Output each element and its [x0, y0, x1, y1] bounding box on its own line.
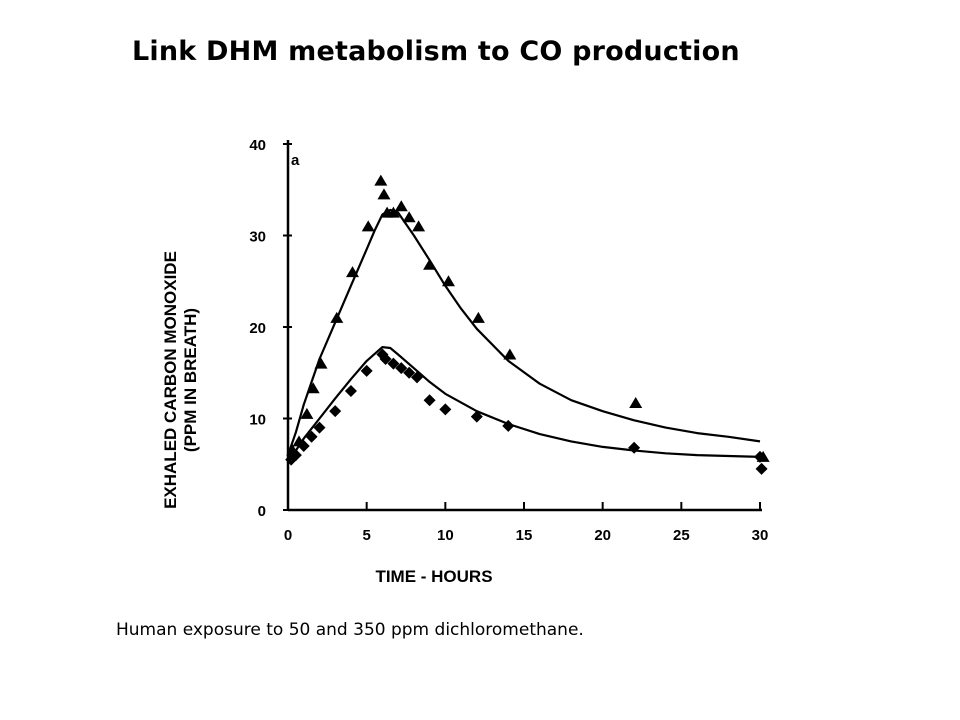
- diamond-point: [470, 410, 483, 423]
- diamond-point: [439, 403, 452, 416]
- diamond-point: [344, 385, 357, 398]
- diamond-point: [754, 450, 766, 463]
- diamond-point: [360, 364, 373, 377]
- y-tick-label: 20: [249, 320, 266, 337]
- diamond-point: [411, 371, 424, 384]
- x-axis-label: TIME - HOURS: [375, 567, 492, 586]
- diamond-point: [313, 421, 326, 434]
- chart-figure: 0 10 20 30 40 0 5 10 15 20 25 30 a TIME - HOURS EXH…: [142, 118, 782, 598]
- triangle-point: [441, 275, 455, 287]
- triangle-point: [306, 382, 320, 394]
- triangle-point: [394, 200, 408, 212]
- figure-caption: Human exposure to 50 and 350 ppm dichlor…: [116, 620, 584, 640]
- x-tick-label: 10: [437, 527, 454, 544]
- triangle-point: [402, 211, 416, 223]
- triangle-point: [386, 206, 400, 218]
- y-tick-label: 30: [249, 229, 266, 246]
- panel-label: a: [291, 152, 300, 169]
- diamond-point: [423, 394, 436, 407]
- x-tick-label: 5: [362, 527, 370, 544]
- triangle-point: [346, 266, 360, 278]
- triangle-point: [412, 220, 426, 232]
- figure-background: [142, 118, 782, 598]
- diamond-point: [329, 405, 342, 418]
- diamond-point: [755, 462, 768, 475]
- diamond-point: [502, 419, 515, 432]
- diamond-point: [289, 449, 302, 462]
- triangle-point: [374, 174, 388, 186]
- diamond-point: [403, 366, 416, 379]
- triangle-point: [503, 348, 517, 360]
- y-tick-label: 40: [249, 137, 266, 154]
- x-tick-label: 25: [673, 527, 690, 544]
- y-axis-label-line2: (PPM IN BREATH): [181, 308, 200, 452]
- diamond-point: [376, 348, 389, 361]
- y-tick-label: 0: [258, 503, 266, 520]
- triangle-point: [471, 311, 485, 323]
- fit-curves: [286, 208, 761, 461]
- triangle-point: [330, 311, 344, 323]
- data-points: [285, 174, 770, 475]
- co-chart: 0 10 20 30 40 0 5 10 15 20 25 30 a TIME - HOURS EXH…: [142, 118, 782, 598]
- diamond-point: [387, 357, 400, 370]
- diamond-point: [305, 430, 318, 443]
- triangle-point: [300, 407, 314, 419]
- triangle-fit-curve: [286, 208, 761, 456]
- x-tick-label: 30: [752, 527, 769, 544]
- y-tick-label: 10: [249, 412, 266, 429]
- axes: 0 10 20 30 40 0 5 10 15 20 25 30: [249, 137, 768, 544]
- diamond-point: [379, 353, 392, 366]
- triangle-point: [361, 220, 375, 232]
- diamond-point: [628, 441, 641, 454]
- triangle-point: [423, 258, 437, 270]
- slide-title: Link DHM metabolism to CO production: [132, 36, 740, 67]
- triangle-point: [377, 188, 391, 200]
- triangle-point: [629, 396, 643, 408]
- x-tick-label: 15: [516, 527, 533, 544]
- diamond-point: [395, 362, 408, 375]
- x-tick-label: 20: [594, 527, 611, 544]
- triangle-point: [314, 357, 328, 369]
- diamond-fit-curve: [287, 346, 761, 461]
- diamond-point: [297, 439, 310, 452]
- x-tick-label: 0: [284, 527, 292, 544]
- y-axis-label-line1: EXHALED CARBON MONOXIDE: [161, 251, 180, 509]
